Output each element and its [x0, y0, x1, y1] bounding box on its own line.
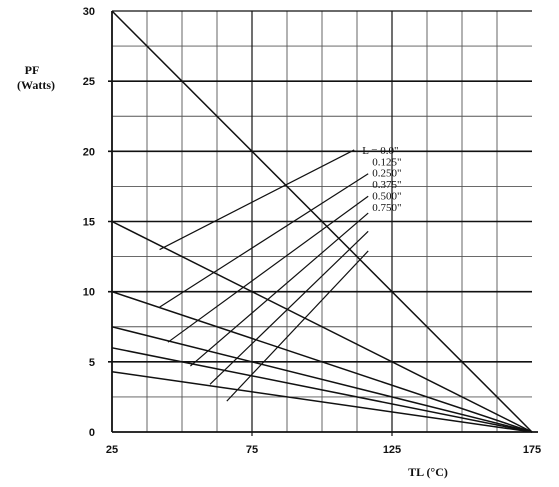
series-line [111, 290, 533, 433]
leader-line [209, 230, 369, 385]
leader-line [159, 173, 369, 308]
x-tick-label: 75 [246, 444, 258, 456]
leader-line [159, 149, 355, 251]
y-tick-label: 15 [83, 217, 95, 229]
y-tick-label: 30 [83, 6, 95, 18]
x-axis-label: TL (°C) [408, 465, 448, 479]
y-tick-label: 10 [83, 287, 95, 299]
series-line [111, 370, 533, 433]
series-lines [111, 10, 533, 433]
legend-entry: L = 0.0" [362, 145, 398, 157]
y-tick-labels: 0 5 10 15 20 25 30 [83, 6, 95, 439]
grid-major [108, 11, 532, 436]
y-tick-label: 20 [83, 146, 95, 158]
legend-entry: 0.750" [372, 202, 401, 214]
legend-entry: 0.500" [372, 191, 401, 203]
y-tick-label: 5 [89, 357, 95, 369]
y-tick-label: 0 [89, 427, 95, 439]
legend-entry: 0.125" [372, 156, 401, 168]
series-line [111, 347, 533, 433]
y-tick-label: 25 [83, 76, 95, 88]
series-line [111, 326, 533, 433]
y-axis-label-line2: (Watts) [17, 78, 55, 92]
legend-entry: 0.375" [372, 179, 401, 191]
legend: L = 0.0"0.125"0.250"0.375"0.500"0.750" [362, 145, 401, 214]
series-line [111, 10, 533, 433]
leader-line [167, 195, 369, 343]
x-tick-label: 125 [383, 444, 401, 456]
x-tick-labels: 25 75 125 175 [106, 444, 541, 456]
x-tick-label: 175 [523, 444, 541, 456]
legend-entry: 0.250" [372, 168, 401, 180]
series-line [111, 220, 533, 433]
y-axis-label-line1: PF [25, 63, 40, 77]
x-tick-label: 25 [106, 444, 118, 456]
